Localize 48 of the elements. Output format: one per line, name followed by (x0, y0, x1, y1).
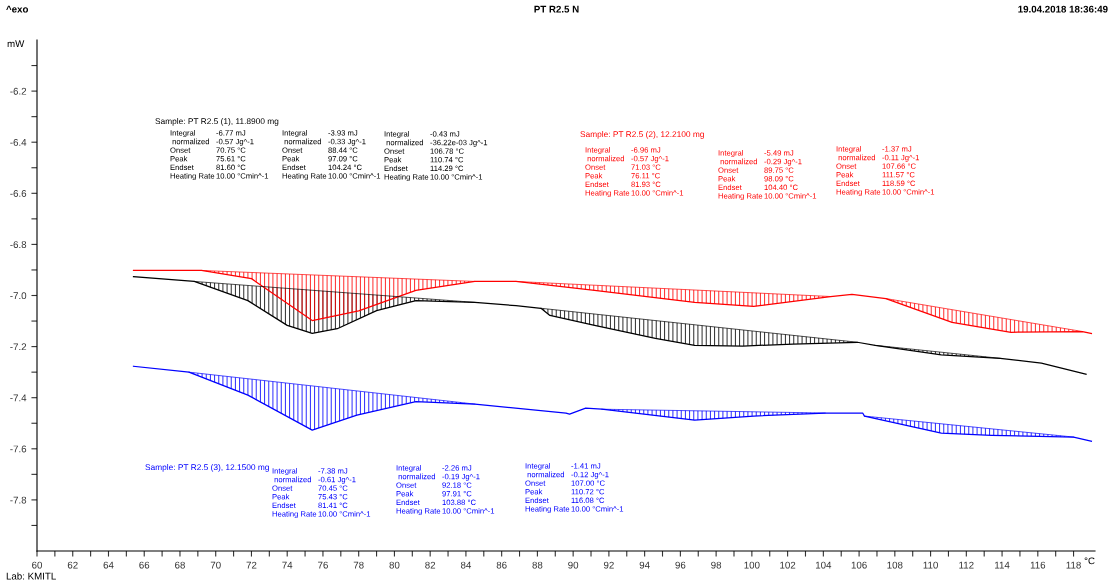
x-tick-label: 112 (959, 561, 974, 569)
x-tick-label: 118 (1066, 561, 1081, 569)
x-tick-label: 94 (639, 561, 650, 569)
x-tick-label: 90 (568, 561, 579, 569)
x-tick-label: 100 (744, 561, 760, 569)
text: ^exo (6, 5, 29, 13)
x-tick-label: 80 (389, 561, 400, 569)
x-tick-label: 106 (851, 561, 867, 569)
x-tick-label: 102 (780, 561, 796, 569)
x-tick-label: 62 (67, 561, 78, 569)
y-tick-label: -6.2 (10, 87, 27, 95)
y-tick-label: -7.4 (10, 394, 27, 402)
x-axis-title: °C (1084, 557, 1095, 565)
x-tick-label: 98 (711, 561, 722, 569)
x-tick-label: 66 (139, 561, 150, 569)
x-tick-label: 68 (175, 561, 185, 569)
x-tick-label: 64 (103, 561, 114, 569)
x-tick-label: 78 (353, 561, 364, 569)
x-tick-label: 88 (532, 561, 543, 569)
x-tick-label: 92 (603, 561, 614, 569)
text: Sample: PT R2.5 (2), 12.2100 mg (580, 131, 704, 139)
x-tick-label: 86 (496, 561, 507, 569)
y-axis-title: mW (7, 40, 25, 48)
x-tick-label: 76 (318, 561, 328, 569)
y-tick-label: -7.0 (10, 292, 27, 300)
x-tick-label: 70 (210, 561, 221, 569)
y-tick-label: -6.8 (10, 241, 27, 249)
text: Sample: PT R2.5 (3), 12.1500 mg (145, 464, 269, 472)
y-tick-label: -7.6 (10, 445, 27, 453)
x-tick-label: 82 (425, 561, 436, 569)
chart-title: PT R2.5 N (534, 5, 579, 13)
text: Lab: KMITL (6, 572, 56, 580)
x-tick-label: 74 (282, 561, 293, 569)
x-tick-label: 114 (995, 561, 1010, 569)
x-tick-label: 72 (246, 561, 257, 569)
y-tick-label: -7.8 (10, 496, 27, 504)
y-tick-label: -6.6 (10, 190, 27, 197)
y-tick-label: -7.2 (10, 343, 27, 351)
x-tick-label: 96 (675, 561, 686, 569)
text: Sample: PT R2.5 (1), 11.8900 mg (155, 118, 279, 126)
y-tick-label: -6.4 (10, 138, 27, 146)
text: 19.04.2018 18:36:49 (1018, 5, 1108, 13)
x-tick-label: 60 (32, 561, 43, 569)
x-tick-label: 108 (887, 561, 903, 569)
x-tick-label: 84 (460, 561, 472, 569)
x-tick-label: 104 (815, 561, 832, 569)
x-tick-label: 110 (923, 561, 938, 569)
x-tick-label: 116 (1030, 561, 1046, 569)
